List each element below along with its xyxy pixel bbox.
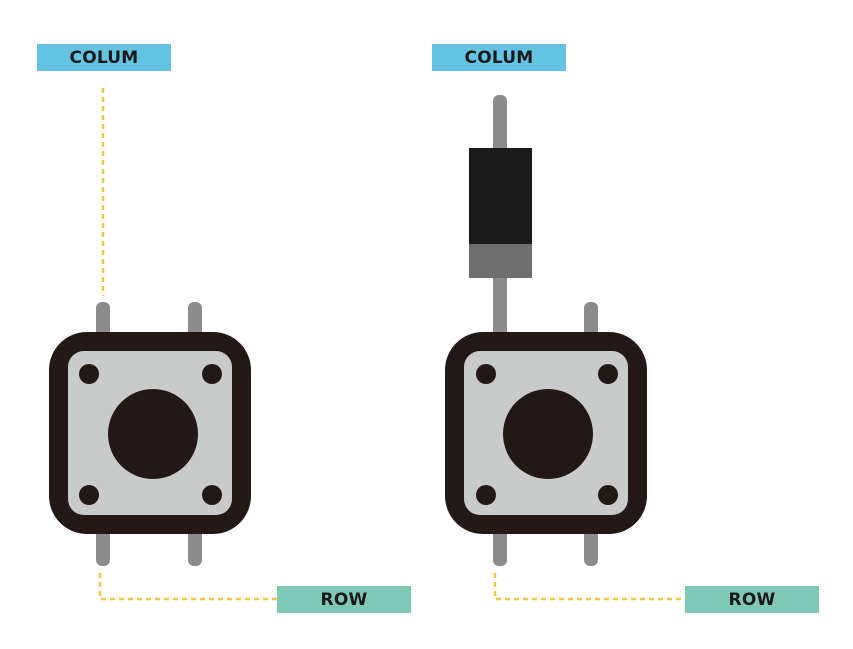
switch-button — [503, 389, 593, 479]
mount-hole — [79, 485, 99, 505]
left-wiring — [98, 88, 277, 601]
right-tactile-switch — [445, 302, 647, 566]
mount-hole — [202, 364, 222, 384]
diode — [469, 95, 532, 348]
switch-button — [108, 389, 198, 479]
left-row-label: ROW — [277, 586, 411, 613]
mount-hole — [598, 485, 618, 505]
mount-hole — [202, 485, 222, 505]
mount-hole — [476, 364, 496, 384]
mount-hole — [476, 485, 496, 505]
right-column-label: COLUM — [432, 44, 566, 71]
diode-lead-top — [493, 95, 507, 157]
right-row-wire — [493, 573, 685, 601]
mount-hole — [598, 364, 618, 384]
mount-hole — [79, 364, 99, 384]
left-column-label: COLUM — [37, 44, 171, 71]
left-row-wire — [98, 573, 277, 601]
diode-cathode-band — [469, 244, 532, 278]
left-tactile-switch — [49, 302, 251, 566]
diode-lead-bottom — [493, 268, 507, 348]
right-row-label: ROW — [685, 586, 819, 613]
diode-body — [469, 148, 532, 244]
right-wiring — [493, 573, 685, 601]
